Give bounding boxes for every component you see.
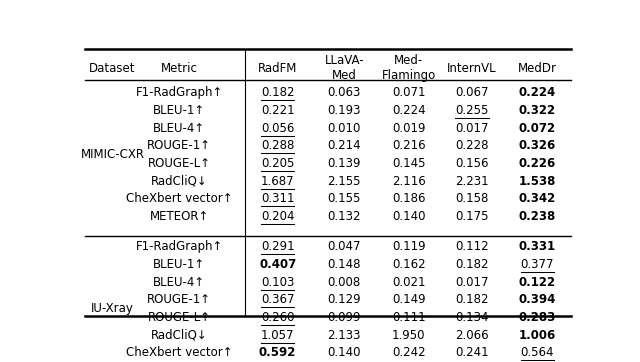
Text: 0.047: 0.047 [328,240,361,253]
Text: 0.140: 0.140 [328,346,361,359]
Text: 0.175: 0.175 [456,210,489,223]
Text: 0.156: 0.156 [456,157,489,170]
Text: 0.010: 0.010 [328,122,361,135]
Text: 0.326: 0.326 [518,139,556,152]
Text: 0.260: 0.260 [261,311,294,324]
Text: 2.133: 2.133 [328,329,361,342]
Text: 0.067: 0.067 [456,86,489,99]
Text: METEOR↑: METEOR↑ [150,210,209,223]
Text: 2.231: 2.231 [455,175,489,188]
Text: RadCliQ↓: RadCliQ↓ [151,175,207,188]
Text: 0.288: 0.288 [261,139,294,152]
Text: 0.238: 0.238 [518,210,556,223]
Text: 0.148: 0.148 [328,258,361,271]
Text: 0.103: 0.103 [261,275,294,289]
Text: ROUGE-1↑: ROUGE-1↑ [147,139,211,152]
Text: 0.311: 0.311 [261,193,294,206]
Text: CheXbert vector↑: CheXbert vector↑ [126,193,232,206]
Text: Med-
Flamingo: Med- Flamingo [381,54,436,82]
Text: BLEU-1↑: BLEU-1↑ [153,104,205,117]
Text: ROUGE-L↑: ROUGE-L↑ [148,311,211,324]
Text: 0.162: 0.162 [392,258,426,271]
Text: 0.377: 0.377 [520,258,554,271]
Text: 0.071: 0.071 [392,86,426,99]
Text: 1.687: 1.687 [261,175,294,188]
Text: 1.057: 1.057 [261,329,294,342]
Text: 0.155: 0.155 [328,193,361,206]
Text: BLEU-4↑: BLEU-4↑ [153,122,205,135]
Text: 0.122: 0.122 [518,275,556,289]
Text: 2.116: 2.116 [392,175,426,188]
Text: 2.155: 2.155 [328,175,361,188]
Text: 0.216: 0.216 [392,139,426,152]
Text: 0.072: 0.072 [518,122,556,135]
Text: 0.129: 0.129 [328,293,361,306]
Text: 0.186: 0.186 [392,193,426,206]
Text: RadCliQ↓: RadCliQ↓ [151,329,207,342]
Text: 0.331: 0.331 [518,240,556,253]
Text: IU-Xray: IU-Xray [91,302,134,315]
Text: 0.119: 0.119 [392,240,426,253]
Text: 1.538: 1.538 [518,175,556,188]
Text: 0.242: 0.242 [392,346,426,359]
Text: 0.367: 0.367 [261,293,294,306]
Text: 0.283: 0.283 [518,311,556,324]
Text: 0.394: 0.394 [518,293,556,306]
Text: 0.019: 0.019 [392,122,426,135]
Text: 0.205: 0.205 [261,157,294,170]
Text: 0.182: 0.182 [456,293,489,306]
Text: Metric: Metric [161,62,198,75]
Text: 0.322: 0.322 [518,104,556,117]
Text: 0.063: 0.063 [328,86,361,99]
Text: 0.224: 0.224 [518,86,556,99]
Text: 0.407: 0.407 [259,258,296,271]
Text: 0.291: 0.291 [261,240,294,253]
Text: 2.066: 2.066 [455,329,489,342]
Text: 0.149: 0.149 [392,293,426,306]
Text: 0.017: 0.017 [456,275,489,289]
Text: MIMIC-CXR: MIMIC-CXR [81,148,145,161]
Text: 0.158: 0.158 [456,193,489,206]
Text: F1-RadGraph↑: F1-RadGraph↑ [136,86,223,99]
Text: 0.021: 0.021 [392,275,426,289]
Text: ROUGE-L↑: ROUGE-L↑ [148,157,211,170]
Text: 1.006: 1.006 [518,329,556,342]
Text: 0.224: 0.224 [392,104,426,117]
Text: 0.204: 0.204 [261,210,294,223]
Text: 0.145: 0.145 [392,157,426,170]
Text: BLEU-1↑: BLEU-1↑ [153,258,205,271]
Text: F1-RadGraph↑: F1-RadGraph↑ [136,240,223,253]
Text: 0.221: 0.221 [261,104,294,117]
Text: MedDr: MedDr [518,62,557,75]
Text: 0.182: 0.182 [456,258,489,271]
Text: 0.008: 0.008 [328,275,361,289]
Text: 0.140: 0.140 [392,210,426,223]
Text: 0.193: 0.193 [328,104,361,117]
Text: 1.950: 1.950 [392,329,426,342]
Text: 0.132: 0.132 [328,210,361,223]
Text: BLEU-4↑: BLEU-4↑ [153,275,205,289]
Text: 0.017: 0.017 [456,122,489,135]
Text: 0.255: 0.255 [456,104,489,117]
Text: 0.592: 0.592 [259,346,296,359]
Text: ROUGE-1↑: ROUGE-1↑ [147,293,211,306]
Text: RadFM: RadFM [258,62,298,75]
Text: LLaVA-
Med: LLaVA- Med [324,54,364,82]
Text: 0.112: 0.112 [455,240,489,253]
Text: InternVL: InternVL [447,62,497,75]
Text: 0.182: 0.182 [261,86,294,99]
Text: 0.056: 0.056 [261,122,294,135]
Text: 0.564: 0.564 [520,346,554,359]
Text: 0.139: 0.139 [328,157,361,170]
Text: 0.226: 0.226 [518,157,556,170]
Text: 0.134: 0.134 [456,311,489,324]
Text: 0.342: 0.342 [518,193,556,206]
Text: 0.099: 0.099 [328,311,361,324]
Text: 0.228: 0.228 [456,139,489,152]
Text: 0.111: 0.111 [392,311,426,324]
Text: 0.241: 0.241 [455,346,489,359]
Text: Dataset: Dataset [90,62,136,75]
Text: CheXbert vector↑: CheXbert vector↑ [126,346,232,359]
Text: 0.214: 0.214 [328,139,361,152]
